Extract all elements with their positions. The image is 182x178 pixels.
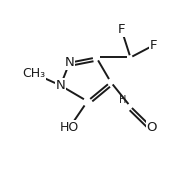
Text: N: N — [65, 56, 74, 69]
Text: O: O — [147, 121, 157, 134]
Text: HO: HO — [60, 121, 79, 134]
Text: H: H — [119, 95, 126, 105]
Text: CH₃: CH₃ — [22, 67, 45, 80]
Text: N: N — [56, 79, 65, 92]
Text: F: F — [150, 39, 157, 52]
Text: F: F — [118, 23, 125, 36]
